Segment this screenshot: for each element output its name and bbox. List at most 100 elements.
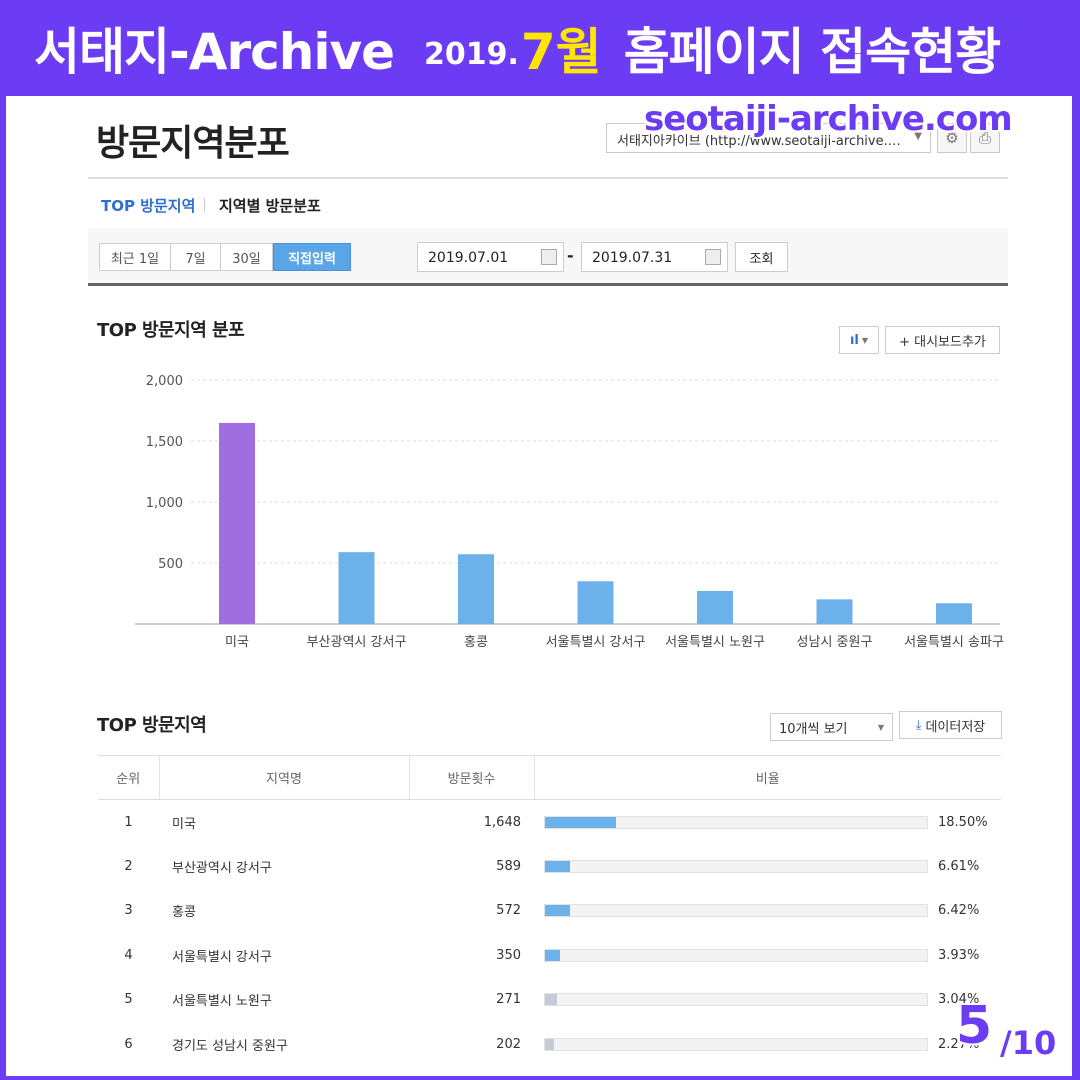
row-rank: 4 (124, 947, 133, 963)
chart-bar[interactable] (338, 552, 375, 624)
date-from-field[interactable]: 2019.07.01 (417, 242, 564, 272)
table-row: 5 서울특별시 노원구 271 3.04% (98, 978, 1001, 1023)
row-count: 589 (496, 858, 521, 874)
table-row: 4 서울특별시 강서구 350 3.93% (98, 933, 1001, 978)
page-total: /10 (1000, 1024, 1057, 1062)
row-percent: 18.50% (938, 814, 988, 830)
row-percent: 6.42% (938, 903, 980, 919)
period-7day-button[interactable]: 7일 (170, 243, 221, 271)
row-ratio-bar (534, 1022, 934, 1067)
row-percent: 2.27% (938, 1036, 980, 1052)
row-count: 350 (496, 947, 521, 963)
ratio-bar-track (544, 993, 928, 1007)
calendar-icon[interactable] (705, 249, 721, 265)
chevron-down-icon: ▼ (914, 131, 922, 142)
chart-bar[interactable] (577, 581, 614, 624)
ratio-bar-fill (545, 1038, 554, 1050)
row-ratio-bar (534, 889, 934, 934)
table-row: 1 미국 1,648 18.50% (98, 800, 1001, 845)
page-size-value: 10개씩 보기 (779, 721, 848, 737)
row-ratio-bar (534, 933, 934, 978)
table-section-title: TOP 방문지역 (97, 715, 207, 736)
page-number: 5 (956, 996, 993, 1056)
x-tick-label: 홍콩 (464, 635, 488, 650)
row-percent: 6.61% (938, 858, 980, 874)
settings-button[interactable]: ⚙ (937, 123, 967, 153)
save-data-button[interactable]: ⤓ 데이터저장 (899, 711, 1002, 739)
row-rank: 3 (124, 903, 133, 919)
table-row: 3 홍콩 572 6.42% (98, 889, 1001, 934)
site-select[interactable]: 서태지아카이브 (http://www.seotaiji-archive.… ▼ (606, 123, 931, 153)
header-rank[interactable]: 순위 (98, 755, 160, 800)
chart-section-title: TOP 방문지역 분포 (97, 320, 245, 341)
period-custom-button[interactable]: 직접입력 (273, 243, 351, 271)
bar-chart-icon: ıl (849, 332, 859, 348)
row-region: 부산광역시 강서구 (172, 860, 272, 876)
site-select-value: 서태지아카이브 (http://www.seotaiji-archive.… (617, 134, 901, 149)
ratio-bar-fill (545, 816, 617, 828)
ratio-bar-fill (545, 905, 570, 917)
row-ratio-bar (534, 978, 934, 1023)
gear-icon: ⚙ (945, 129, 959, 147)
row-region: 서울특별시 노원구 (172, 994, 272, 1010)
ratio-bar-track (544, 859, 928, 873)
tab-top-region[interactable]: TOP 방문지역 (101, 197, 196, 215)
tab-region-distribution[interactable]: 지역별 방문분포 (219, 197, 321, 215)
row-region: 미국 (172, 816, 196, 832)
y-tick-label: 1,000 (146, 496, 183, 511)
chart-bar[interactable] (697, 590, 733, 624)
y-tick-label: 500 (158, 557, 183, 572)
row-region: 서울특별시 강서구 (172, 949, 272, 965)
row-region: 경기도 성남시 중원구 (172, 1038, 288, 1054)
tab-separator (204, 198, 205, 212)
row-rank: 2 (124, 858, 133, 874)
header-region[interactable]: 지역명 (159, 755, 410, 800)
header-count[interactable]: 방문횟수 (409, 755, 535, 800)
banner-month: 7월 (520, 23, 602, 81)
divider (88, 177, 1008, 179)
ratio-bar-track (544, 948, 928, 962)
page-size-select[interactable]: 10개씩 보기 ▼ (770, 713, 893, 741)
banner-title: 서태지-Archive (34, 23, 395, 81)
x-tick-label: 미국 (225, 635, 249, 650)
print-icon: ⎙ (978, 129, 991, 147)
banner-subtitle: 홈페이지 접속현황 (623, 23, 1001, 81)
row-count: 1,648 (483, 814, 521, 830)
download-icon: ⤓ (915, 717, 922, 733)
x-tick-label: 부산광역시 강서구 (307, 635, 407, 650)
row-rank: 1 (124, 814, 133, 830)
banner-year: 2019. (423, 36, 519, 72)
print-button[interactable]: ⎙ (970, 123, 1000, 153)
row-percent: 3.93% (938, 947, 980, 963)
chart-bar[interactable] (816, 599, 853, 624)
y-tick-label: 1,500 (146, 435, 183, 450)
ratio-bar-fill (545, 949, 561, 961)
header-ratio[interactable]: 비율 (534, 755, 1001, 800)
date-from-value: 2019.07.01 (428, 250, 509, 266)
region-table: 순위 지역명 방문횟수 비율 1 미국 1,648 18.50% 2 부산광역시 강서구 5… (98, 755, 1001, 1067)
period-1day-button[interactable]: 최근 1일 (99, 243, 171, 271)
chart-bar[interactable] (936, 603, 972, 624)
ratio-bar-track (544, 1037, 928, 1051)
ratio-bar-fill (545, 994, 557, 1006)
period-30day-button[interactable]: 30일 (220, 243, 273, 271)
calendar-icon[interactable] (541, 249, 557, 265)
chart-bar[interactable] (458, 554, 494, 624)
row-percent: 3.04% (938, 992, 980, 1008)
add-dashboard-button[interactable]: + 대시보드추가 (885, 326, 1000, 354)
chart-type-button[interactable]: ıl ▼ (839, 326, 879, 354)
y-tick-label: 2,000 (146, 374, 183, 389)
ratio-bar-track (544, 815, 928, 829)
date-range-dash: - (567, 246, 574, 265)
chevron-down-icon: ▼ (877, 722, 884, 732)
row-region: 홍콩 (172, 905, 196, 921)
table-row: 2 부산광역시 강서구 589 6.61% (98, 844, 1001, 889)
row-count: 572 (496, 903, 521, 919)
row-count: 271 (496, 992, 521, 1008)
chart-bar[interactable] (219, 422, 255, 624)
search-button[interactable]: 조회 (735, 242, 788, 272)
x-tick-label: 성남시 중원구 (797, 635, 873, 650)
row-rank: 6 (124, 1036, 133, 1052)
date-to-field[interactable]: 2019.07.31 (581, 242, 728, 272)
